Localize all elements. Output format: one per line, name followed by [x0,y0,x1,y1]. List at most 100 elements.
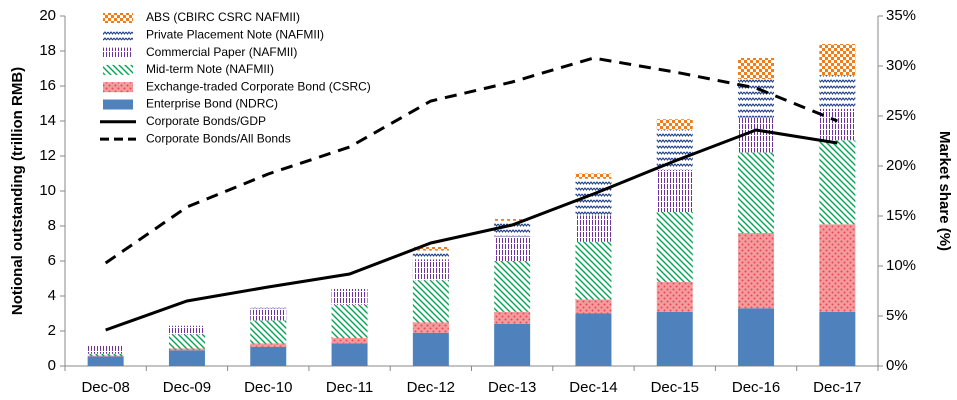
legend-marker [103,99,133,110]
bar-segment [412,259,449,281]
bar-segment [656,311,693,366]
bar-segment [575,313,612,366]
y-axis-label: Notional outstanding (trillion RMB) [9,67,26,315]
line-series [105,128,838,332]
bar-segment [819,224,856,312]
bar-segment [656,119,693,130]
x-tick-label: Dec-12 [407,379,455,396]
bar-segment [412,322,449,333]
bar-segment [87,355,124,357]
bar-segment [412,247,449,251]
bar-segment [738,233,775,309]
x-tick-label: Dec-10 [244,379,292,396]
bar-segment [250,320,287,344]
bar-segment [168,348,205,351]
legend-label: Exchange-traded Corporate Bond (CSRC) [146,79,371,93]
bar-segment [87,353,124,356]
bar-segment [656,170,693,212]
bar-segment [819,44,856,76]
y-tick-label: 18 [39,42,56,59]
bar-segment [331,304,368,338]
bar-segment [168,325,205,335]
y-tick-label: 4 [48,287,56,304]
x-tick-label: Dec-13 [488,379,536,396]
bar-segment [412,250,449,260]
bar-segment [87,345,124,354]
y2-tick-label: 0% [886,357,908,374]
y2-tick-label: 30% [886,57,916,74]
legend-marker [103,82,133,93]
y-tick-label: 16 [39,77,56,94]
bar-segment [494,261,531,312]
bar-segment [250,306,287,309]
y2-tick-label: 25% [886,107,916,124]
y-tick-label: 20 [39,7,56,24]
y2-axis-label: Market share (%) [936,131,953,251]
x-tick-label: Dec-14 [569,379,617,396]
y2-tick-label: 10% [886,257,916,274]
bar-segment [819,140,856,225]
bar-segment [738,308,775,366]
bar-segment [168,350,205,366]
bar-segment [738,152,775,233]
bar-segment [575,215,612,242]
x-tick-label: Dec-15 [651,379,699,396]
y-tick-label: 8 [48,217,56,234]
y-tick-label: 6 [48,252,56,269]
legend-marker [103,13,133,23]
legend-label: ABS (CBIRC CSRC NAFMII) [146,10,300,24]
bar-segment [412,280,449,323]
bar-segment [250,346,287,366]
bar-segment [494,220,531,237]
x-tick-label: Dec-11 [326,379,373,396]
y-tick-label: 2 [48,322,56,339]
bar-segment [412,332,449,366]
bar-segment [656,212,693,282]
bar-segment [494,311,531,324]
legend-label: Mid-term Note (NAFMII) [146,62,274,76]
bar-segment [250,343,287,347]
y2-tick-label: 20% [886,157,916,174]
bar-segment [575,299,612,314]
legend-label: Private Placement Note (NAFMII) [146,27,324,41]
bar-segment [738,58,775,79]
legend-label: Commercial Paper (NAFMII) [146,45,297,59]
bar-segment [331,338,368,344]
legend-label: Corporate Bonds/All Bonds [146,131,291,145]
bar-segment [168,334,205,349]
bar-segment [494,219,531,221]
bar-segment [575,178,612,216]
y-tick-label: 14 [39,112,56,129]
bar-segment [494,236,531,261]
y2-tick-label: 15% [886,207,916,224]
y-tick-label: 10 [39,182,56,199]
bar-segment [819,311,856,366]
bar-segment [819,108,856,141]
bar-segment [331,343,368,366]
y2-tick-label: 5% [886,307,908,324]
bar-segment [656,129,693,170]
y2-tick-label: 35% [886,7,916,24]
legend-marker [103,64,133,75]
bar-segment [575,241,612,300]
bar-segment [250,308,287,321]
y-tick-label: 12 [39,147,56,164]
x-tick-label: Dec-08 [81,379,129,396]
y-tick-label: 0 [48,357,56,374]
line-series [104,56,838,265]
x-tick-label: Dec-09 [163,379,211,396]
bar-segment [331,287,368,289]
legend-label: Enterprise Bond (NDRC) [146,97,278,111]
bar-segment [494,324,531,366]
bar-segment [575,173,612,179]
legend-marker [103,30,133,41]
legend-label: Corporate Bonds/GDP [146,114,266,128]
bar-segment [331,289,368,305]
bar-segment [87,356,124,366]
x-tick-label: Dec-16 [732,379,780,396]
bar-segment [656,282,693,312]
bar-segment [819,75,856,109]
x-tick-label: Dec-17 [813,379,861,396]
legend-marker [103,47,133,58]
